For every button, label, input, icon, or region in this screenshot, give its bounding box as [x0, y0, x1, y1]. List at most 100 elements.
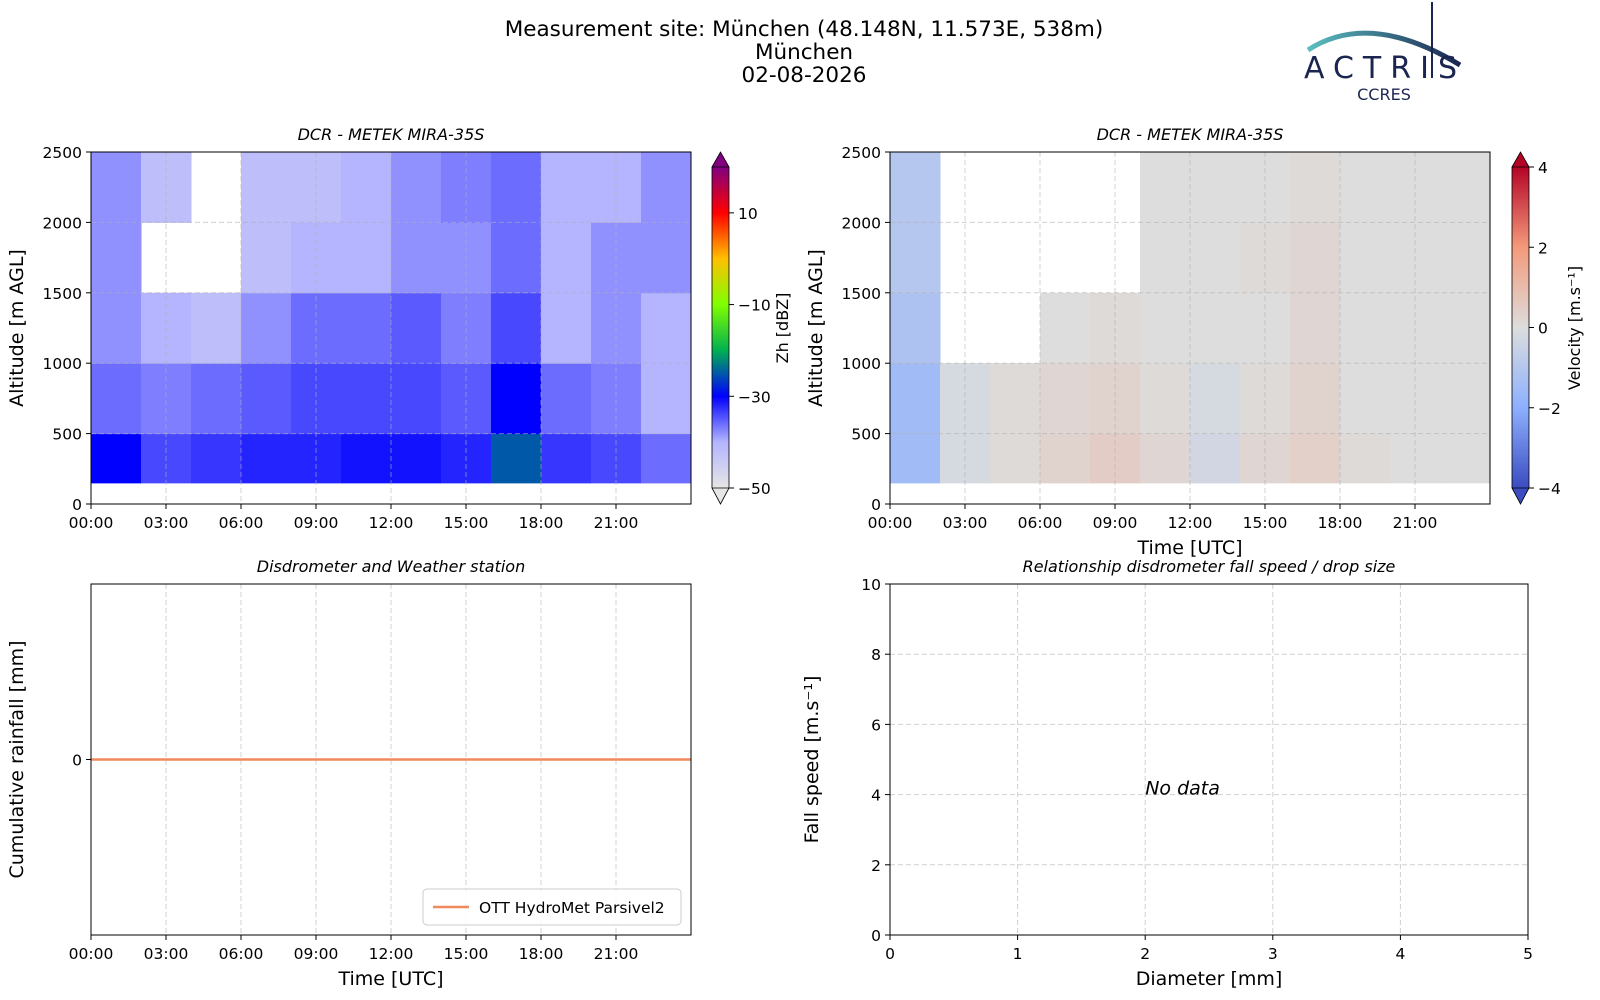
colorbar-label: Zh [dBZ]: [773, 293, 792, 364]
heatmap-cell: [890, 152, 941, 223]
heatmap-cell: [491, 292, 542, 364]
x-tick-label: 18:00: [519, 945, 564, 963]
x-tick-label: 21:00: [594, 945, 639, 963]
heatmap-cell: [241, 433, 292, 484]
heatmap-cell: [341, 292, 392, 364]
y-tick-label: 2500: [842, 144, 881, 162]
x-tick-label: 09:00: [1093, 514, 1138, 532]
logo-text: ACTRIS: [1304, 51, 1466, 86]
heatmap-cell: [1090, 363, 1141, 435]
heatmap-cell: [191, 363, 242, 435]
heatmap-cell: [91, 292, 142, 364]
x-tick-label: 06:00: [219, 945, 264, 963]
colorbar-tick-label: 0: [1538, 320, 1548, 338]
heatmap-cell: [990, 363, 1041, 435]
heatmap-cell: [391, 152, 442, 223]
colorbar-outline: [711, 167, 730, 488]
heatmap-cell: [1440, 292, 1491, 364]
heatmap-cell: [641, 222, 692, 294]
heatmap-cell: [641, 152, 692, 223]
y-tick-label: 10: [861, 576, 881, 594]
y-tick-label: 4: [871, 787, 881, 805]
heatmap-cell: [341, 152, 392, 223]
x-tick-label: 21:00: [1393, 514, 1438, 532]
heatmap-cell: [391, 292, 442, 364]
heatmap-cell: [641, 433, 692, 484]
panel: DCR - METEK MIRA-35S 00:00 03:00 06:00 09:00…: [6, 125, 792, 532]
x-tick-label: 12:00: [369, 514, 414, 532]
colorbar-label: Velocity [m.s⁻¹]: [1565, 266, 1584, 390]
colorbar-tick-label: −10: [738, 297, 771, 315]
x-tick-label: 00:00: [868, 514, 913, 532]
heatmap-cell: [641, 292, 692, 364]
heatmap-cell: [1140, 152, 1191, 223]
heatmap-cell: [1440, 152, 1491, 223]
heatmap-cell: [1040, 292, 1091, 364]
x-tick-label: 00:00: [69, 945, 114, 963]
colorbar-tick-label: −30: [738, 388, 771, 406]
x-tick-label: 06:00: [1018, 514, 1063, 532]
y-axis-label: Altitude [m AGL]: [6, 249, 28, 407]
colorbar-tick-label: −2: [1538, 400, 1561, 418]
x-axis-label: Diameter [mm]: [1136, 968, 1283, 990]
y-tick-label: 500: [851, 426, 881, 444]
heatmap-cell: [890, 363, 941, 435]
x-tick-label: 06:00: [219, 514, 264, 532]
header-title: 02-08-2026: [742, 63, 867, 88]
x-tick-label: 15:00: [1243, 514, 1288, 532]
heatmap-cell: [491, 222, 542, 294]
y-tick-label: 1500: [842, 285, 881, 303]
legend-box: [422, 888, 682, 926]
panel: Disdrometer and Weather station 00:00 03:0…: [6, 557, 692, 990]
panel: DCR - METEK MIRA-35S 00:00 03:00 06:00 09:00…: [805, 125, 1584, 559]
heatmap-cell: [1190, 292, 1241, 364]
heatmap-cell: [541, 363, 592, 435]
x-tick-label: 2: [1140, 945, 1150, 963]
colorbar: [712, 167, 729, 488]
x-tick-label: 1: [1013, 945, 1023, 963]
heatmap-cell: [1440, 433, 1491, 484]
heatmap-cell: [1190, 152, 1241, 223]
heatmap-cell: [1190, 363, 1241, 435]
heatmap-cell: [391, 363, 442, 435]
heatmap-cell: [241, 292, 292, 364]
x-tick-label: 3: [1268, 945, 1278, 963]
legend-label: OTT HydroMet Parsivel2: [479, 899, 665, 917]
heatmap-cell: [1440, 363, 1491, 435]
axes-frame: [889, 583, 1529, 936]
y-tick-label: 8: [871, 646, 881, 664]
colorbar-extend: [711, 487, 730, 505]
x-tick-label: 18:00: [1318, 514, 1363, 532]
colorbar-tick-label: 4: [1538, 159, 1548, 177]
heatmap-cell: [1340, 292, 1391, 364]
x-tick-label: 15:00: [444, 514, 489, 532]
heatmap-cell: [1340, 152, 1391, 223]
y-tick-label: 0: [72, 496, 82, 514]
heatmap-cell: [191, 292, 242, 364]
x-tick-label: 09:00: [294, 514, 339, 532]
heatmap-cell: [91, 222, 142, 294]
heatmap-cell: [641, 363, 692, 435]
heatmap-cell: [1190, 433, 1241, 484]
y-tick-label: 0: [871, 927, 881, 945]
heatmap-cell: [1190, 222, 1241, 294]
colorbar-tick-label: 10: [738, 205, 758, 223]
heatmap-cell: [441, 363, 492, 435]
y-tick-label: 2000: [842, 214, 881, 232]
colorbar-tick-label: 2: [1538, 239, 1548, 257]
heatmap-cell: [1290, 433, 1341, 484]
x-tick-label: 00:00: [69, 514, 114, 532]
panel-title: Disdrometer and Weather station: [257, 557, 525, 576]
y-tick-label: 0: [871, 496, 881, 514]
logo: ACTRIS CCRES: [1304, 2, 1466, 104]
heatmap-cell: [341, 363, 392, 435]
heatmap-cell: [1440, 222, 1491, 294]
colorbar-extend: [711, 151, 730, 168]
heatmap-cell: [541, 152, 592, 223]
heatmap-cell: [241, 152, 292, 223]
x-tick-label: 0: [885, 945, 895, 963]
y-tick-label: 1000: [43, 355, 82, 373]
y-tick-label: 500: [52, 426, 82, 444]
colorbar-extend: [1511, 151, 1530, 168]
